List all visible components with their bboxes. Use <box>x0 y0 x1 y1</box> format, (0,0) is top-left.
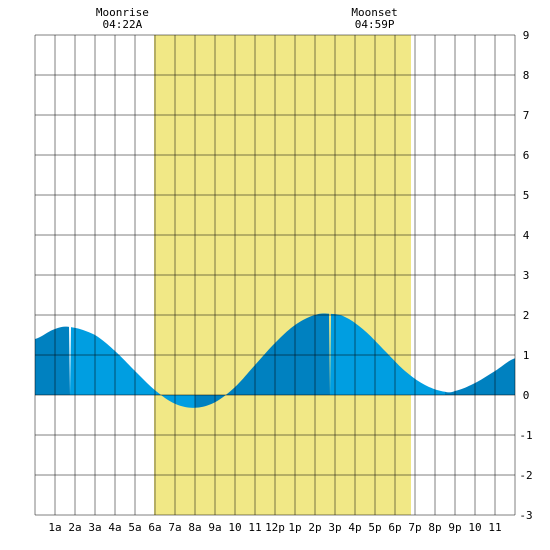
x-tick-label: 6a <box>148 521 161 534</box>
tide-segment-rising <box>195 313 330 408</box>
moonrise-label: Moonrise <box>96 6 149 19</box>
x-tick-label: 11 <box>488 521 501 534</box>
y-tick-label: 8 <box>523 69 530 82</box>
y-tick-label: -3 <box>519 509 532 522</box>
x-tick-label: 4a <box>108 521 121 534</box>
x-tick-label: 8p <box>428 521 441 534</box>
x-tick-label: 4p <box>348 521 361 534</box>
x-tick-label: 6p <box>388 521 401 534</box>
x-tick-label: 1p <box>288 521 301 534</box>
x-tick-label: 7p <box>408 521 421 534</box>
y-tick-label: -1 <box>519 429 532 442</box>
x-tick-label: 5a <box>128 521 141 534</box>
y-tick-label: -2 <box>519 469 532 482</box>
y-tick-label: 7 <box>523 109 530 122</box>
tide-segment-rising <box>35 326 70 395</box>
x-tick-label: 10 <box>468 521 481 534</box>
x-tick-label: 1a <box>48 521 61 534</box>
moonset-time: 04:59P <box>355 18 395 31</box>
x-tick-label: 8a <box>188 521 201 534</box>
tide-segment-rising <box>445 358 515 395</box>
y-tick-label: 4 <box>523 229 530 242</box>
x-tick-label: 2a <box>68 521 81 534</box>
x-tick-label: 9a <box>208 521 221 534</box>
x-tick-label: 5p <box>368 521 381 534</box>
x-tick-label: 3a <box>88 521 101 534</box>
y-tick-label: 3 <box>523 269 530 282</box>
moonset-label: Moonset <box>351 6 397 19</box>
x-tick-label: 12p <box>265 521 285 534</box>
x-tick-label: 11 <box>248 521 261 534</box>
y-tick-label: 2 <box>523 309 530 322</box>
y-tick-label: 5 <box>523 189 530 202</box>
tide-segment-falling <box>330 313 445 395</box>
tide-segment-falling <box>70 327 195 408</box>
y-tick-label: 9 <box>523 29 530 42</box>
x-tick-label: 7a <box>168 521 181 534</box>
y-tick-label: 0 <box>523 389 530 402</box>
y-tick-label: 6 <box>523 149 530 162</box>
x-tick-label: 10 <box>228 521 241 534</box>
moonrise-time: 04:22A <box>103 18 143 31</box>
x-tick-label: 2p <box>308 521 321 534</box>
x-tick-label: 3p <box>328 521 341 534</box>
y-tick-label: 1 <box>523 349 530 362</box>
x-tick-label: 9p <box>448 521 461 534</box>
